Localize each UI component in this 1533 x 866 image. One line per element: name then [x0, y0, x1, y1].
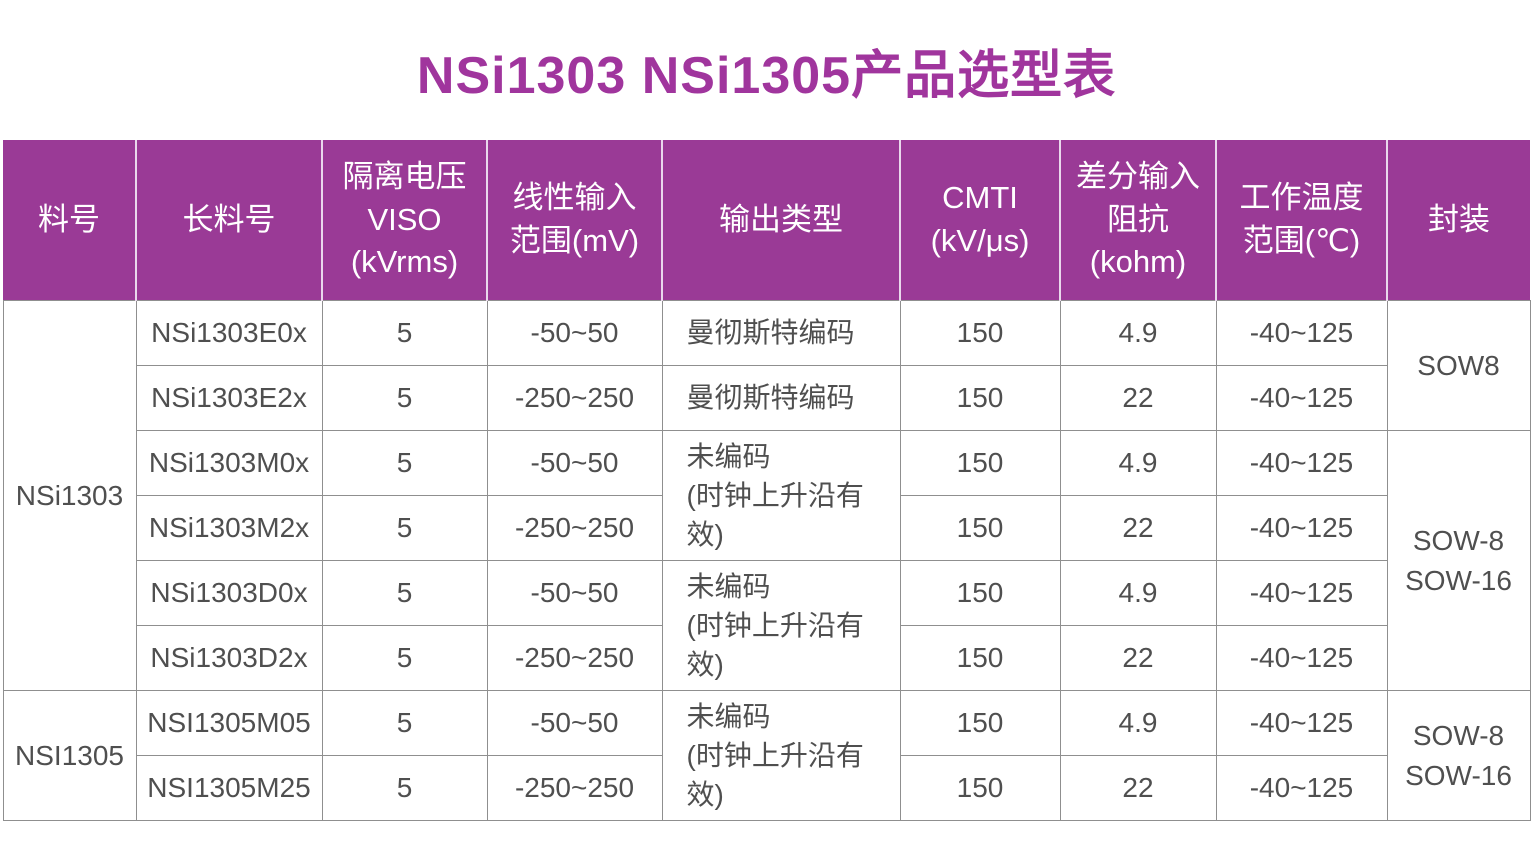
header-differential-input-impedance: 差分输入 阻抗 (kohm) [1059, 140, 1216, 301]
package-cell: SOW-8 SOW-16 [1386, 430, 1531, 691]
header-linear-input-range: 线性输入 范围(mV) [486, 140, 662, 301]
cmti-cell: 150 [899, 430, 1061, 496]
viso-cell: 5 [321, 560, 488, 626]
header-operating-temp-range: 工作温度 范围(℃) [1215, 140, 1387, 301]
table-row: NSi1303D0x 5 -50~50 未编码 (时钟上升沿有效) 150 4.… [3, 560, 1530, 691]
package-cell: SOW8 [1386, 300, 1531, 431]
viso-cell: 5 [321, 755, 488, 821]
input-range-cell: -50~50 [486, 690, 663, 756]
header-package: 封装 [1386, 140, 1530, 301]
header-row: 料号 长料号 隔离电压 VISO (kVrms) 线性输入 范围(mV) 输出类… [3, 140, 1530, 301]
output-type-cell: 未编码 (时钟上升沿有效) [661, 560, 901, 691]
impedance-cell: 4.9 [1059, 690, 1217, 756]
input-range-cell: -50~50 [486, 430, 663, 496]
input-range-cell: -250~250 [486, 495, 663, 561]
temp-range-cell: -40~125 [1215, 560, 1388, 626]
temp-range-cell: -40~125 [1215, 300, 1388, 366]
header-part-number: 料号 [3, 140, 136, 301]
long-part-cell: NSI1305M05 [135, 690, 323, 756]
long-part-cell: NSi1303D2x [135, 625, 323, 691]
long-part-cell: NSi1303E2x [135, 365, 323, 431]
long-part-cell: NSi1303M2x [135, 495, 323, 561]
impedance-cell: 4.9 [1059, 300, 1217, 366]
table-row: NSI1305 NSI1305M05 5 -50~50 未编码 (时钟上升沿有效… [2, 690, 1531, 821]
input-range-cell: -250~250 [486, 625, 663, 691]
viso-cell: 5 [321, 625, 488, 691]
viso-cell: 5 [321, 430, 488, 496]
package-cell: SOW-8 SOW-16 [1386, 690, 1531, 821]
viso-cell: 5 [321, 690, 488, 756]
impedance-cell: 22 [1059, 365, 1217, 431]
input-range-cell: -250~250 [486, 755, 663, 821]
header-cmti: CMTI (kV/μs) [899, 140, 1060, 301]
output-type-cell: 未编码 (时钟上升沿有效) [661, 690, 901, 821]
part-group-cell: NSi1303 [2, 300, 137, 691]
header-long-part-number: 长料号 [135, 140, 322, 301]
input-range-cell: -50~50 [486, 560, 663, 626]
long-part-cell: NSi1303D0x [135, 560, 323, 626]
output-type-cell: 曼彻斯特编码 [661, 300, 901, 366]
temp-range-cell: -40~125 [1215, 755, 1388, 821]
temp-range-cell: -40~125 [1215, 690, 1388, 756]
cmti-cell: 150 [899, 365, 1061, 431]
cmti-cell: 150 [899, 495, 1061, 561]
temp-range-cell: -40~125 [1215, 365, 1388, 431]
table-row: NSi1303 NSi1303E0x 5 -50~50 曼彻斯特编码 150 4… [2, 300, 1531, 691]
title-bar: NSi1303 NSi1305产品选型表 [0, 0, 1533, 140]
temp-range-cell: -40~125 [1215, 495, 1388, 561]
table-row: NSi1303E2x 5 -250~250 曼彻斯特编码 150 22 -40~… [3, 365, 1530, 431]
impedance-cell: 22 [1059, 495, 1217, 561]
cmti-cell: 150 [899, 690, 1061, 756]
cmti-cell: 150 [899, 300, 1061, 366]
impedance-cell: 4.9 [1059, 560, 1217, 626]
temp-range-cell: -40~125 [1215, 625, 1388, 691]
page-title: NSi1303 NSi1305产品选型表 [416, 46, 1117, 105]
cmti-cell: 150 [899, 625, 1061, 691]
header-isolation-voltage: 隔离电压 VISO (kVrms) [321, 140, 487, 301]
long-part-cell: NSi1303E0x [135, 300, 323, 366]
long-part-cell: NSI1305M25 [135, 755, 323, 821]
impedance-cell: 22 [1059, 755, 1217, 821]
input-range-cell: -250~250 [486, 365, 663, 431]
table-row: NSi1303M0x 5 -50~50 未编码 (时钟上升沿有效) 150 4.… [3, 430, 1531, 691]
product-selection-table: 料号 长料号 隔离电压 VISO (kVrms) 线性输入 范围(mV) 输出类… [2, 140, 1531, 821]
table-row: NSi1303M2x 5 -250~250 150 22 -40~125 [3, 495, 1530, 561]
impedance-cell: 22 [1059, 625, 1217, 691]
temp-range-cell: -40~125 [1215, 430, 1388, 496]
viso-cell: 5 [321, 495, 488, 561]
long-part-cell: NSi1303M0x [135, 430, 323, 496]
viso-cell: 5 [321, 300, 488, 366]
output-type-cell: 未编码 (时钟上升沿有效) [661, 430, 901, 561]
impedance-cell: 4.9 [1059, 430, 1217, 496]
table-row: NSi1303D2x 5 -250~250 150 22 -40~125 [3, 625, 1530, 691]
cmti-cell: 150 [899, 755, 1061, 821]
viso-cell: 5 [321, 365, 488, 431]
header-output-type: 输出类型 [661, 140, 900, 301]
table-row: NSI1305M25 5 -250~250 150 22 -40~125 [3, 755, 1530, 821]
input-range-cell: -50~50 [486, 300, 663, 366]
part-group-cell: NSI1305 [2, 690, 137, 821]
cmti-cell: 150 [899, 560, 1061, 626]
output-type-cell: 曼彻斯特编码 [661, 365, 901, 431]
